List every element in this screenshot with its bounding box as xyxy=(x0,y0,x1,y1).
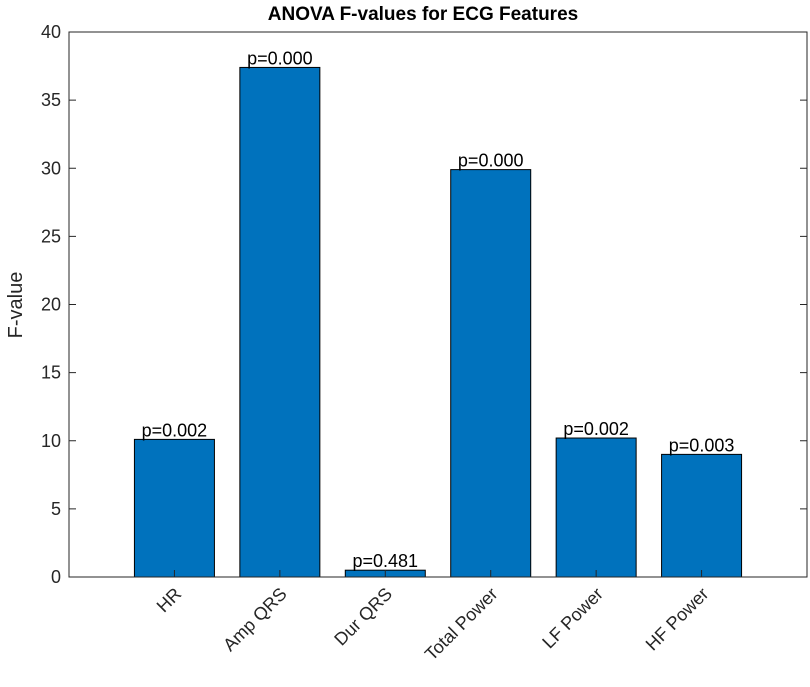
data-label-4: p=0.002 xyxy=(563,419,629,439)
data-label-5: p=0.003 xyxy=(669,435,735,455)
x-tick-label-4: LF Power xyxy=(538,584,607,653)
bar-0 xyxy=(133,438,215,578)
data-label-2: p=0.481 xyxy=(352,551,418,571)
y-tick-label-4: 20 xyxy=(41,295,61,315)
y-tick-label-1: 5 xyxy=(51,499,61,519)
plot-area-box xyxy=(68,31,808,578)
x-tick-label-5: HF Power xyxy=(642,584,713,655)
data-label-1: p=0.000 xyxy=(247,48,313,68)
y-tick-label-3: 15 xyxy=(41,363,61,383)
y-ticks-group: 0 5 10 15 20 25 30 35 40 xyxy=(41,22,807,587)
data-labels-group: p=0.002 p=0.000 p=0.481 p=0.000 p=0.002 p=0.0… xyxy=(142,48,735,571)
bar-3 xyxy=(450,169,532,578)
bar-5 xyxy=(661,453,743,578)
y-axis-label: F-value xyxy=(5,272,27,339)
x-tick-label-0: HR xyxy=(153,584,186,617)
chart-title: ANOVA F-values for ECG Features xyxy=(268,4,578,25)
y-tick-label-6: 30 xyxy=(41,158,61,178)
data-label-3: p=0.000 xyxy=(458,151,524,171)
bars-group xyxy=(133,66,743,578)
x-ticks-group: HR Amp QRS Dur QRS Total Power LF Power HF Po… xyxy=(153,570,713,665)
bar-1 xyxy=(239,66,321,578)
x-tick-label-1: Amp QRS xyxy=(219,584,290,655)
y-tick-label-8: 40 xyxy=(41,22,61,42)
x-tick-label-3: Total Power xyxy=(421,584,502,665)
y-tick-label-7: 35 xyxy=(41,90,61,110)
y-tick-label-2: 10 xyxy=(41,431,61,451)
data-label-0: p=0.002 xyxy=(142,420,208,440)
y-tick-label-0: 0 xyxy=(51,567,61,587)
y-tick-label-5: 25 xyxy=(41,226,61,246)
x-tick-label-2: Dur QRS xyxy=(330,584,396,650)
bar-4 xyxy=(555,437,637,578)
